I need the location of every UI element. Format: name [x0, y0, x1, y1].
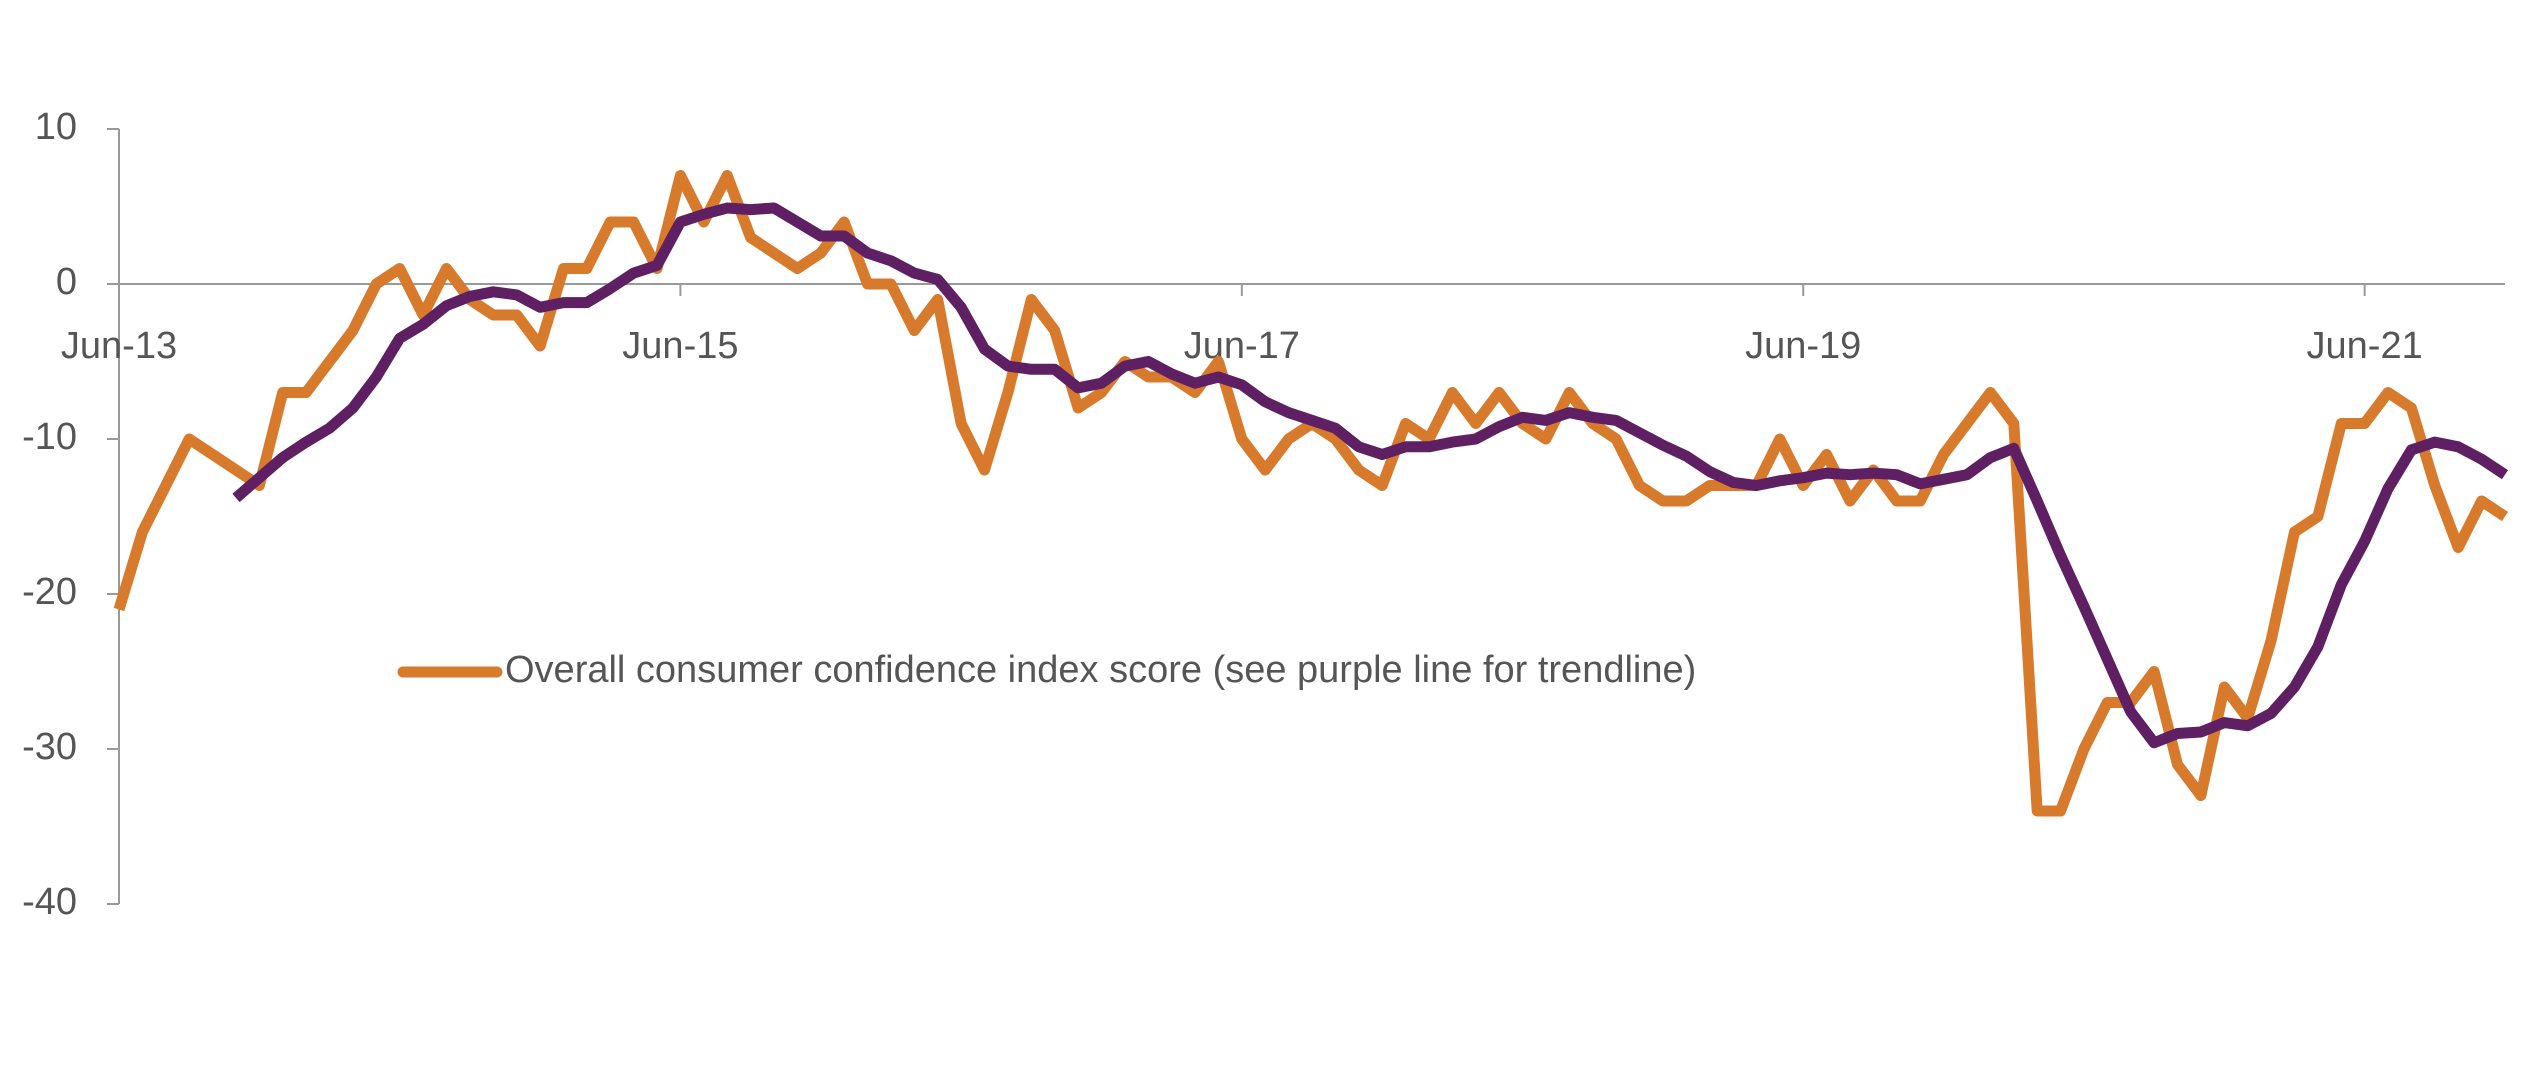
- y-tick-label: -30: [22, 726, 77, 768]
- legend-label: Overall consumer confidence index score …: [505, 649, 1696, 691]
- x-tick-label: Jun-19: [1745, 325, 1861, 367]
- x-tick-label: Jun-13: [61, 325, 177, 367]
- y-tick-label: -20: [22, 571, 77, 613]
- y-tick-label: -10: [22, 416, 77, 458]
- x-tick-label: Jun-15: [622, 325, 738, 367]
- x-tick-label: Jun-21: [2307, 325, 2423, 367]
- y-tick-label: 0: [56, 261, 77, 303]
- series-line: [232, 202, 2509, 749]
- series-line: [113, 170, 2509, 817]
- y-tick-label: 10: [35, 106, 77, 148]
- y-tick-label: -40: [22, 881, 77, 923]
- x-tick-label: Jun-17: [1184, 325, 1300, 367]
